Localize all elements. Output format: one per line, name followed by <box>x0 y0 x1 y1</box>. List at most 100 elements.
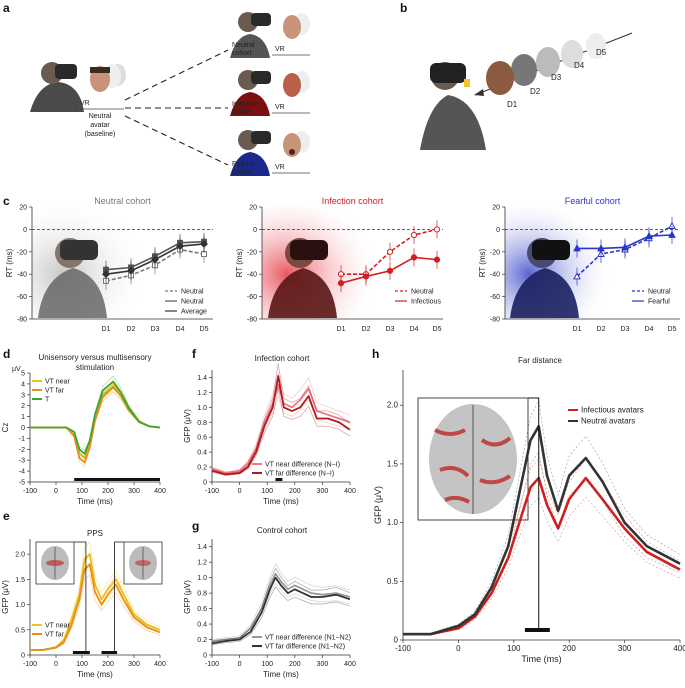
y-tick-label: 2 <box>21 403 25 410</box>
legend-label: Infectious <box>411 299 441 306</box>
legend-label: Fearful <box>648 299 670 306</box>
x-tick-label: D3 <box>151 326 160 333</box>
y-tick-label: 0 <box>253 227 257 234</box>
cohort-fearful-name-2: cohort <box>232 169 252 176</box>
legend-label: Neutral <box>181 289 204 296</box>
series-line-1 <box>211 375 351 476</box>
panel-h-brain-inset <box>417 397 529 521</box>
x-tick-label: D1 <box>573 326 582 333</box>
y-tick-label: -3 <box>19 458 25 465</box>
data-point <box>410 254 418 261</box>
cohort-neutral-name-1: Neutral <box>232 42 255 49</box>
y-tick-label: 0 <box>394 636 399 645</box>
y-tick-label: 0 <box>21 653 25 660</box>
x-tick-label: 300 <box>128 488 140 495</box>
legend-label: Neutral <box>411 289 434 296</box>
x-tick-label: 0 <box>238 488 242 495</box>
distance-label-d1: D1 <box>507 100 518 109</box>
panel-d-title-1: Unisensory versus multisensory <box>39 353 152 362</box>
cohort-infection: Infection cohort VR <box>230 70 310 116</box>
y-tick-label: -1 <box>19 436 25 443</box>
x-tick-label: 100 <box>76 488 88 495</box>
data-point <box>386 267 394 274</box>
chart-c2-title: Infection cohort <box>322 196 384 206</box>
y-axis-label: RT (ms) <box>478 248 487 277</box>
x-tick-label: D3 <box>621 326 630 333</box>
series-band-1 <box>211 567 351 643</box>
series-line-1 <box>30 386 161 464</box>
y-tick-label: 0 <box>203 480 207 487</box>
y-tick-label: 1.4 <box>197 544 207 551</box>
significance-bar <box>101 651 118 654</box>
data-point <box>621 243 629 251</box>
y-tick-label: 0.2 <box>197 465 207 472</box>
x-tick-label: 100 <box>76 661 88 668</box>
legend-label: Average <box>181 309 207 316</box>
x-tick-label: 300 <box>317 661 329 668</box>
series-band-1 <box>403 451 681 636</box>
x-tick-label: -100 <box>205 488 219 495</box>
x-tick-label: 200 <box>289 488 301 495</box>
panel-g-title: Control cohort <box>257 526 308 535</box>
x-tick-label: 100 <box>261 661 273 668</box>
y-axis-label: GFP (μV) <box>1 580 10 614</box>
y-tick-label: 0.8 <box>197 591 207 598</box>
cohort-infection-name-2: cohort <box>232 109 252 116</box>
y-axis-label: GFP (μV) <box>373 486 383 524</box>
data-point <box>102 270 110 279</box>
y-tick-label: 0 <box>496 227 500 234</box>
cohort-infection-name-1: Infection <box>232 101 259 108</box>
y-tick-label: -80 <box>490 317 500 324</box>
series-band-1 <box>211 586 351 646</box>
x-tick-label: D1 <box>102 326 111 333</box>
y-tick-label: 0.2 <box>197 637 207 644</box>
x-axis-label: Time (ms) <box>263 497 299 506</box>
data-point <box>127 266 135 275</box>
panel-label-g: g <box>192 519 199 533</box>
y-tick-label: 1.0 <box>197 575 207 582</box>
panel-label-d: d <box>3 347 10 361</box>
y-tick-label: -20 <box>490 249 500 256</box>
x-tick-label: 400 <box>344 488 356 495</box>
chart-f: 00.20.40.60.81.01.21.4-100 0 100 200 300 400T… <box>183 363 356 506</box>
y-tick-label: 1 <box>21 414 25 421</box>
vr-headset-icon <box>430 63 466 83</box>
x-axis-label: Time (ms) <box>77 497 113 506</box>
data-point <box>433 226 441 233</box>
legend-label: VT near <box>45 623 70 630</box>
series-line-0 <box>211 384 351 474</box>
baseline-participant-icon <box>30 62 84 112</box>
panel-h-title: Far distance <box>518 356 563 365</box>
y-tick-label: 1.2 <box>197 390 207 397</box>
x-tick-label: 200 <box>102 488 114 495</box>
x-tick-label: 400 <box>154 661 166 668</box>
x-tick-label: -100 <box>23 661 37 668</box>
series-band-0 <box>211 372 351 473</box>
x-tick-label: 400 <box>344 661 356 668</box>
vr-label: VR <box>80 100 90 107</box>
legend-label: VT far <box>45 632 65 639</box>
data-point <box>386 248 394 255</box>
x-axis-label: Time (ms) <box>77 670 113 679</box>
legend-label: Neutral <box>648 289 671 296</box>
panel-label-f: f <box>192 347 197 361</box>
y-tick-label: 5 <box>21 371 25 378</box>
x-axis-label: Time (ms) <box>263 670 299 679</box>
data-point <box>668 230 676 238</box>
significance-bar <box>74 478 160 481</box>
y-tick-label: 1.2 <box>197 560 207 567</box>
y-tick-label: -2 <box>19 447 25 454</box>
legend-label: VT near <box>45 379 70 386</box>
y-tick-label: -20 <box>17 249 27 256</box>
y-tick-label: -60 <box>490 294 500 301</box>
y-tick-label: -5 <box>19 480 25 487</box>
vr-label-infection: VR <box>275 104 285 111</box>
x-tick-label: 0 <box>54 488 58 495</box>
y-tick-label: 20 <box>492 205 500 212</box>
data-point <box>597 244 605 252</box>
y-tick-label: 1.0 <box>387 518 399 527</box>
data-point <box>200 240 208 248</box>
distance-label-d4: D4 <box>574 61 585 70</box>
significance-bar <box>275 478 283 481</box>
